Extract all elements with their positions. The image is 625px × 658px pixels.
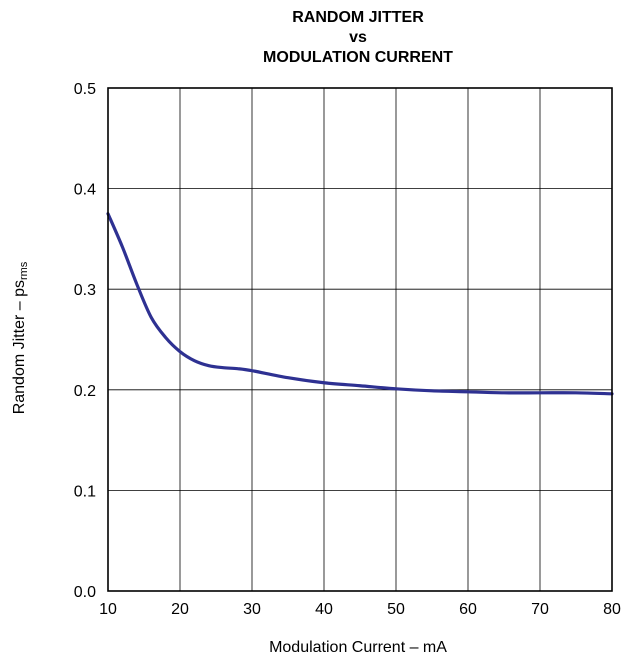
y-tick-label: 0.3: [74, 282, 96, 299]
y-tick-label: 0.4: [74, 182, 96, 199]
title-line-2: vs: [349, 29, 367, 46]
x-tick-label: 50: [387, 601, 405, 618]
y-tick-label: 0.5: [74, 81, 96, 98]
series-line-0: [106, 212, 614, 396]
series-layer: [106, 212, 614, 396]
plot-frame: [107, 87, 613, 592]
title-line-1: RANDOM JITTER: [292, 9, 424, 26]
title-line-3: MODULATION CURRENT: [263, 49, 453, 66]
x-tick-label: 70: [531, 601, 549, 618]
y-tick-label: 0.1: [74, 483, 96, 500]
x-tick-label: 60: [459, 601, 477, 618]
x-tick-label: 10: [99, 601, 117, 618]
y-axis-label-main: Random Jitter – ps: [11, 280, 28, 414]
x-tick-label: 40: [315, 601, 333, 618]
y-tick-labels: 0.0 0.1 0.2 0.3 0.4 0.5: [74, 81, 96, 601]
y-tick-label: 0.2: [74, 383, 96, 400]
x-tick-label: 20: [171, 601, 189, 618]
x-tick-label: 80: [603, 601, 621, 618]
x-tick-labels: 10 20 30 40 50 60 70 80: [99, 601, 621, 618]
y-axis-label: Random Jitter – psrms: [11, 261, 30, 414]
y-tick-label: 0.0: [74, 584, 96, 601]
y-axis-label-sub: rms: [18, 261, 30, 280]
grid: [107, 87, 613, 592]
x-tick-label: 30: [243, 601, 261, 618]
x-axis-label: Modulation Current – mA: [269, 639, 447, 656]
chart-title: RANDOM JITTER vs MODULATION CURRENT: [263, 9, 453, 66]
